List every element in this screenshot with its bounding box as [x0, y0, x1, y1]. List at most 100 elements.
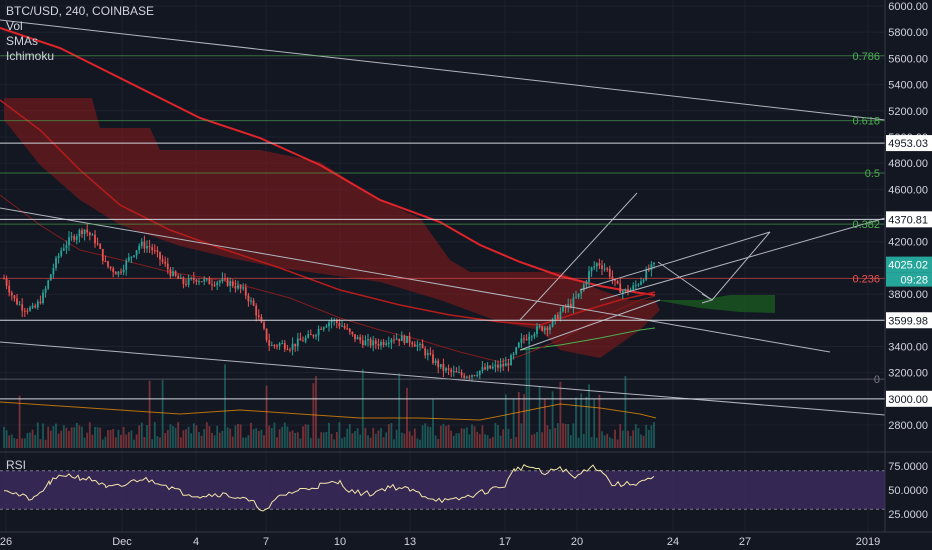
fib-label: 0.786 [852, 51, 880, 63]
volume-bar [198, 432, 200, 448]
volume-bar [3, 426, 5, 448]
candle-body [562, 306, 564, 312]
candle-body [567, 303, 570, 308]
candle-body [81, 230, 83, 234]
volume-bar [510, 438, 512, 448]
candle-body [616, 280, 619, 284]
rsi-label[interactable]: RSI [6, 458, 27, 472]
volume-bar [468, 434, 471, 448]
volume-bar [107, 430, 109, 448]
candle-body [369, 339, 372, 346]
volume-bar [533, 433, 536, 448]
candle-body [372, 340, 375, 346]
volume-bar [603, 435, 606, 448]
candle-body [328, 322, 330, 327]
volume-bar [114, 437, 117, 448]
volume-bar [34, 434, 37, 448]
volume-bar [229, 428, 232, 448]
candle-body [96, 243, 99, 245]
candle-body [213, 284, 216, 286]
legend-vol[interactable]: Vol [6, 19, 23, 33]
price-tick-label: 3400.00 [888, 341, 928, 353]
volume-bar [10, 434, 13, 448]
volume-bar [650, 425, 653, 448]
candle-body [502, 363, 505, 367]
volume-bar [452, 435, 455, 448]
candle-body [49, 274, 52, 281]
candle-body [406, 335, 408, 343]
volume-bar [73, 427, 76, 448]
candle-body [39, 301, 42, 304]
trendline [0, 207, 831, 353]
volume-bar [159, 437, 161, 448]
legend-smas[interactable]: SMAs [6, 34, 39, 48]
time-tick-label: Dec [112, 536, 132, 548]
volume-bar [507, 428, 510, 448]
volume-bar [450, 430, 453, 448]
candle-body [398, 338, 401, 342]
time-tick-label: 10 [334, 536, 346, 548]
candle-body [377, 343, 380, 346]
candle-body [231, 281, 234, 286]
candle-body [322, 327, 325, 330]
candle-body [161, 259, 164, 262]
candle-body [120, 271, 122, 273]
volume-bar [328, 422, 330, 448]
candle-body [138, 245, 141, 251]
candle-body [512, 353, 515, 356]
volume-bar [614, 429, 616, 448]
volume-bar [96, 427, 99, 448]
fib-label: 0.618 [852, 116, 880, 128]
volume-bar [432, 399, 434, 448]
volume-bar [36, 422, 39, 448]
candle-body [117, 271, 120, 275]
legend-ichimoku[interactable]: Ichimoku [6, 49, 55, 63]
candle-body [351, 331, 354, 335]
volume-bar [559, 381, 562, 448]
countdown-badge [886, 272, 932, 287]
candle-body [252, 300, 255, 306]
volume-bar [315, 376, 317, 448]
volume-bar [577, 437, 580, 448]
volume-bar [312, 383, 315, 448]
volume-bar [237, 423, 239, 448]
candle-body [338, 323, 341, 327]
candle-body [57, 255, 60, 259]
volume-bar [130, 430, 133, 448]
volume-bar [385, 432, 388, 448]
volume-bar [65, 427, 68, 448]
candle-body [226, 278, 229, 286]
volume-bar [57, 433, 60, 448]
rsi-tick-label: 75.0000 [888, 461, 928, 473]
volume-bar [424, 423, 427, 448]
trendline [579, 231, 771, 291]
volume-bar [645, 424, 648, 448]
candle-body [278, 343, 281, 347]
candle-body [247, 295, 250, 302]
volume-bar [629, 436, 632, 448]
volume-bar [364, 427, 367, 448]
candle-body [619, 283, 622, 293]
candle-body [164, 261, 167, 264]
candle-body [387, 342, 390, 344]
volume-bar [343, 436, 346, 448]
price-badge-label: 3000.00 [888, 394, 928, 406]
candle-body [276, 345, 278, 347]
candle-body [463, 375, 466, 378]
candle-body [94, 234, 96, 244]
volume-bar [117, 429, 120, 448]
volume-bar [242, 437, 245, 448]
volume-bar [286, 426, 289, 448]
volume-bar [75, 422, 78, 448]
volume-bar [640, 434, 642, 448]
volume-bar [195, 425, 198, 448]
volume-bar [413, 428, 416, 448]
volume-bar [151, 439, 154, 448]
candle-body [645, 269, 648, 280]
candle-body [642, 279, 645, 282]
volume-bar [239, 424, 242, 448]
volume-bar [621, 430, 624, 448]
candle-body [265, 328, 268, 341]
volume-bar [179, 437, 182, 448]
